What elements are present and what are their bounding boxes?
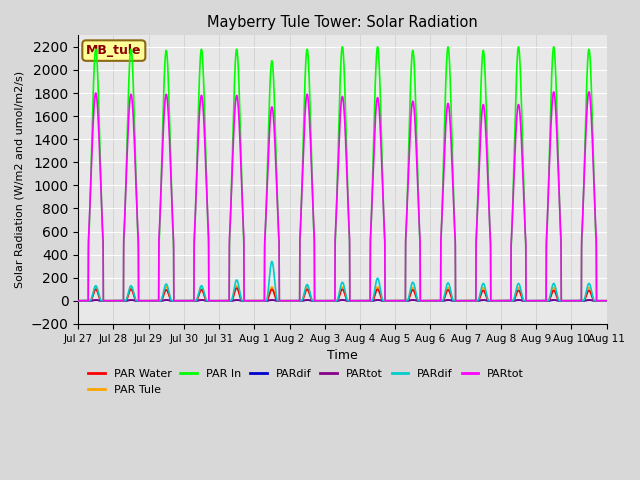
Legend: PAR Water, PAR Tule, PAR In, PARdif, PARtot, PARdif, PARtot: PAR Water, PAR Tule, PAR In, PARdif, PAR…	[84, 365, 529, 399]
Title: Mayberry Tule Tower: Solar Radiation: Mayberry Tule Tower: Solar Radiation	[207, 15, 477, 30]
X-axis label: Time: Time	[327, 349, 358, 362]
Y-axis label: Solar Radiation (W/m2 and umol/m2/s): Solar Radiation (W/m2 and umol/m2/s)	[15, 71, 25, 288]
Text: MB_tule: MB_tule	[86, 44, 141, 57]
